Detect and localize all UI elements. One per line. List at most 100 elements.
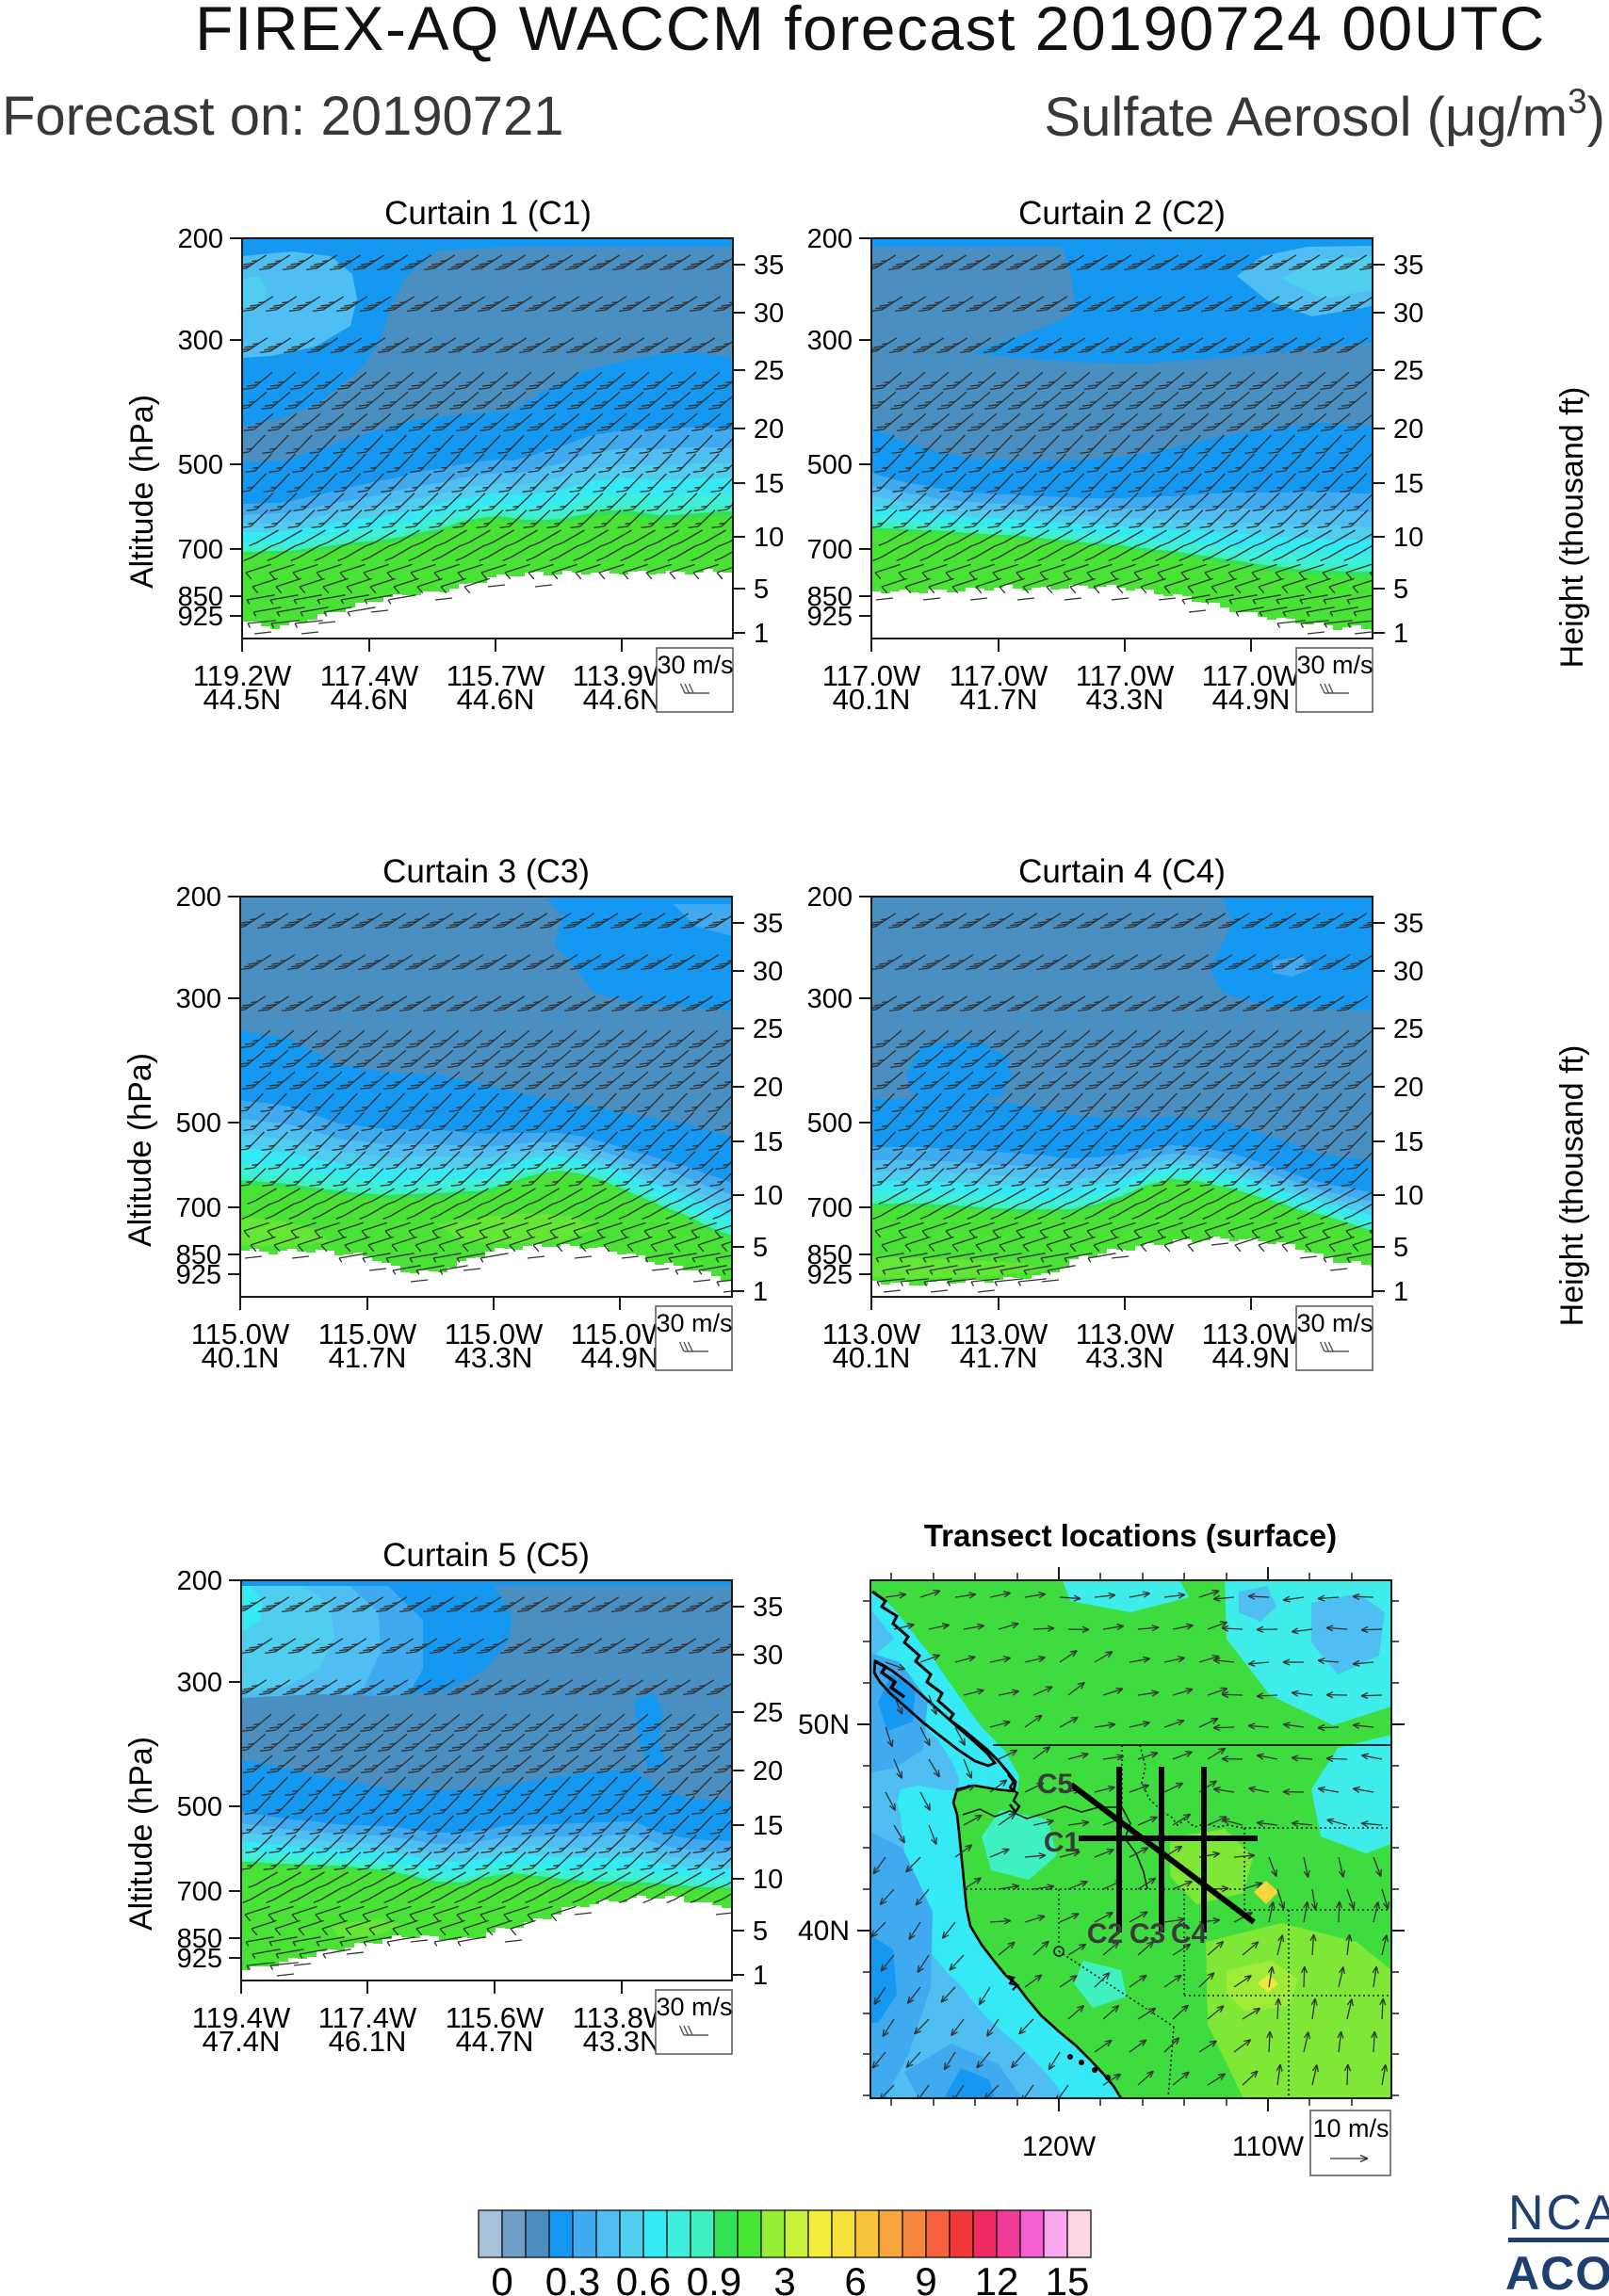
svg-text:117.0W: 117.0W	[950, 659, 1048, 692]
svg-text:500: 500	[807, 450, 853, 480]
svg-text:119.4W: 119.4W	[192, 2001, 291, 2034]
svg-text:117.0W: 117.0W	[1076, 659, 1175, 692]
svg-text:15: 15	[753, 1127, 783, 1157]
svg-text:Altitude (hPa): Altitude (hPa)	[124, 395, 160, 589]
svg-text:Forecast on: 20190721: Forecast on: 20190721	[2, 86, 564, 147]
svg-text:20: 20	[754, 414, 784, 445]
svg-text:117.0W: 117.0W	[1202, 659, 1301, 692]
svg-text:C4: C4	[1171, 1918, 1208, 1949]
svg-text:1: 1	[753, 1277, 768, 1307]
svg-text:5: 5	[753, 1233, 768, 1263]
svg-text:850: 850	[178, 582, 223, 612]
svg-text:35: 35	[753, 909, 783, 939]
svg-text:5: 5	[1393, 1233, 1408, 1263]
svg-text:30 m/s: 30 m/s	[657, 651, 733, 679]
svg-text:200: 200	[807, 224, 853, 254]
svg-text:9: 9	[915, 2259, 936, 2296]
svg-text:15: 15	[1046, 2259, 1090, 2296]
svg-text:925: 925	[177, 1944, 222, 1974]
svg-text:44.5N: 44.5N	[203, 683, 282, 716]
svg-text:300: 300	[178, 326, 223, 356]
svg-text:44.9N: 44.9N	[1212, 683, 1291, 716]
svg-text:46.1N: 46.1N	[329, 2025, 407, 2058]
svg-text:40N: 40N	[798, 1916, 850, 1947]
svg-text:115.0W: 115.0W	[318, 1318, 417, 1350]
svg-text:41.7N: 41.7N	[329, 1341, 407, 1374]
svg-text:10: 10	[753, 1865, 783, 1895]
svg-text:30 m/s: 30 m/s	[1296, 1309, 1373, 1337]
svg-text:1: 1	[1393, 1277, 1408, 1307]
svg-text:0: 0	[491, 2259, 512, 2296]
svg-text:500: 500	[177, 1792, 222, 1822]
svg-text:500: 500	[176, 1108, 221, 1139]
svg-text:50N: 50N	[798, 1709, 850, 1740]
svg-text:300: 300	[807, 326, 853, 356]
svg-text:30 m/s: 30 m/s	[656, 1993, 732, 2021]
svg-text:117.4W: 117.4W	[320, 659, 419, 692]
svg-text:850: 850	[807, 582, 853, 612]
svg-text:C3: C3	[1130, 1918, 1165, 1949]
svg-text:115.0W: 115.0W	[571, 1318, 670, 1350]
svg-text:40.1N: 40.1N	[833, 683, 911, 716]
svg-text:300: 300	[807, 984, 853, 1014]
svg-text:25: 25	[1393, 1014, 1423, 1044]
svg-text:Height (thousand ft): Height (thousand ft)	[1554, 387, 1590, 669]
svg-text:43.3N: 43.3N	[455, 1341, 533, 1374]
svg-text:20: 20	[753, 1073, 783, 1103]
svg-text:115.6W: 115.6W	[446, 2001, 544, 2034]
svg-text:113.0W: 113.0W	[1076, 1318, 1175, 1350]
svg-text:1: 1	[754, 619, 769, 649]
svg-text:5: 5	[1393, 574, 1408, 605]
svg-text:35: 35	[754, 251, 784, 281]
svg-text:925: 925	[176, 1260, 221, 1290]
svg-text:1: 1	[753, 1961, 768, 1991]
svg-text:10: 10	[754, 523, 784, 553]
svg-text:Transect locations (surface): Transect locations (surface)	[924, 1518, 1337, 1553]
svg-text:113.0W: 113.0W	[822, 1318, 921, 1350]
svg-text:40.1N: 40.1N	[833, 1341, 911, 1374]
svg-text:25: 25	[1393, 356, 1423, 386]
svg-text:41.7N: 41.7N	[960, 683, 1038, 716]
svg-text:300: 300	[177, 1668, 222, 1698]
svg-text:20: 20	[1393, 1073, 1423, 1103]
svg-text:110W: 110W	[1232, 2131, 1305, 2162]
svg-text:ACOM: ACOM	[1505, 2247, 1609, 2296]
svg-text:3: 3	[773, 2259, 795, 2296]
svg-text:117.0W: 117.0W	[822, 659, 921, 692]
svg-text:30: 30	[753, 1641, 783, 1671]
svg-text:44.6N: 44.6N	[331, 683, 409, 716]
svg-text:30 m/s: 30 m/s	[656, 1309, 732, 1337]
svg-text:Curtain 2 (C2): Curtain 2 (C2)	[1018, 195, 1226, 232]
svg-text:10: 10	[753, 1181, 783, 1211]
svg-text:Height (thousand ft): Height (thousand ft)	[1554, 1045, 1590, 1327]
svg-text:Curtain 1 (C1): Curtain 1 (C1)	[384, 195, 592, 232]
svg-text:5: 5	[753, 1916, 768, 1947]
svg-text:925: 925	[178, 602, 223, 632]
svg-text:15: 15	[1393, 1127, 1423, 1157]
svg-text:500: 500	[178, 450, 223, 480]
svg-text:Sulfate Aerosol (μg/m3): Sulfate Aerosol (μg/m3)	[1044, 82, 1605, 148]
svg-text:0.3: 0.3	[545, 2259, 600, 2296]
svg-text:200: 200	[177, 1566, 222, 1596]
svg-text:113.0W: 113.0W	[950, 1318, 1048, 1350]
svg-text:5: 5	[754, 574, 769, 605]
svg-text:C5: C5	[1037, 1769, 1073, 1800]
svg-text:200: 200	[178, 224, 223, 254]
svg-text:44.9N: 44.9N	[1212, 1341, 1291, 1374]
svg-text:NCAR: NCAR	[1508, 2186, 1609, 2240]
svg-text:300: 300	[176, 984, 221, 1014]
svg-text:700: 700	[807, 1193, 853, 1223]
svg-text:20: 20	[753, 1756, 783, 1787]
svg-text:115.0W: 115.0W	[191, 1318, 290, 1350]
svg-text:119.2W: 119.2W	[193, 659, 292, 692]
svg-text:15: 15	[753, 1811, 783, 1841]
svg-text:500: 500	[807, 1108, 853, 1139]
svg-text:44.6N: 44.6N	[457, 683, 535, 716]
svg-text:30: 30	[1393, 957, 1423, 987]
svg-text:44.6N: 44.6N	[583, 683, 661, 716]
svg-text:44.7N: 44.7N	[456, 2025, 534, 2058]
svg-text:Curtain 4 (C4): Curtain 4 (C4)	[1018, 853, 1226, 890]
svg-text:20: 20	[1393, 414, 1423, 445]
svg-text:117.4W: 117.4W	[318, 2001, 417, 2034]
svg-text:850: 850	[176, 1240, 221, 1270]
